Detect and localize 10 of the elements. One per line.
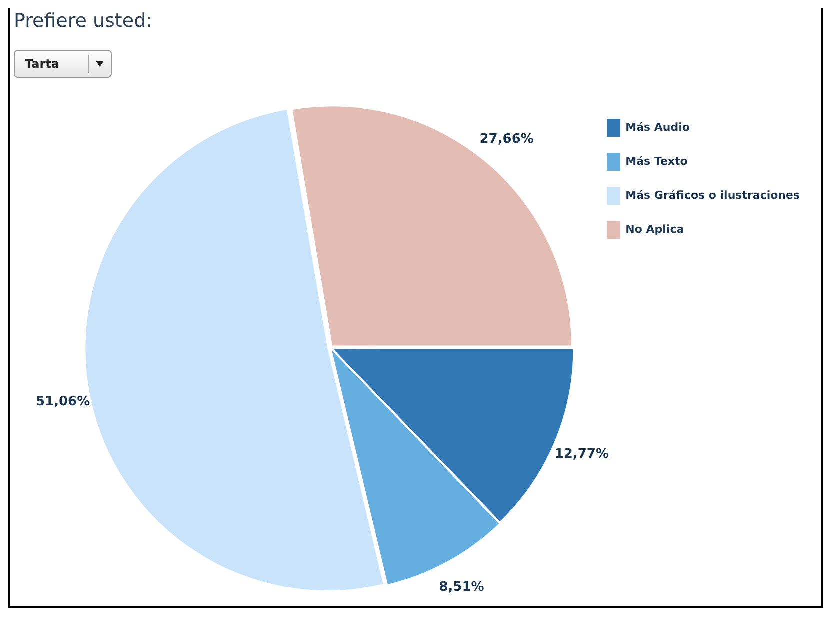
- data-label: 8,51%: [439, 580, 484, 595]
- data-label: 51,06%: [36, 394, 90, 410]
- legend-label: No Aplica: [626, 222, 684, 236]
- legend-label: Más Audio: [626, 120, 690, 134]
- data-label: 12,77%: [554, 446, 609, 462]
- data-label: 27,66%: [480, 132, 534, 147]
- dropdown-field: Tarta: [14, 50, 112, 78]
- chart-title: Prefiere usted:: [13, 9, 154, 34]
- legend-label: Más Gráficos o ilustraciones: [626, 188, 800, 202]
- legend-label: Más Texto: [626, 154, 688, 168]
